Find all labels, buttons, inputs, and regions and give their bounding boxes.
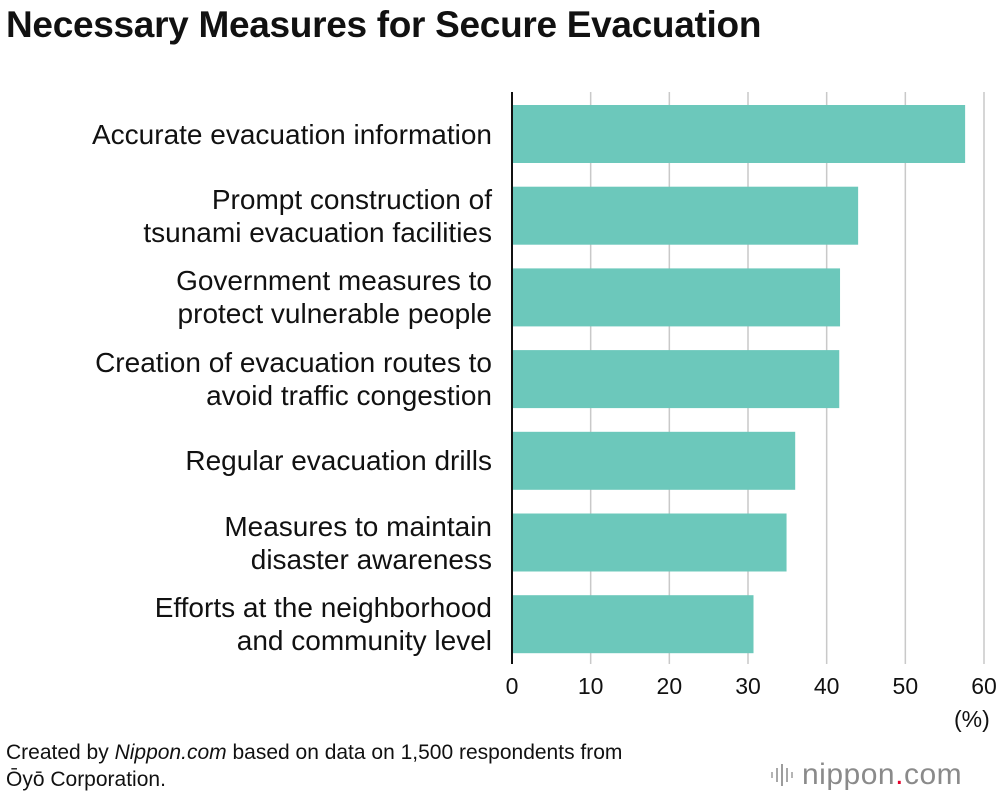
x-axis-unit-label: (%) <box>954 706 990 732</box>
category-label-line: Creation of evacuation routes to <box>95 347 492 379</box>
bar-5 <box>512 431 796 490</box>
logo-wordmark: nippon.com <box>802 758 963 791</box>
category-label-line: protect vulnerable people <box>177 298 492 330</box>
x-tick-label-20: 20 <box>656 673 683 699</box>
category-label-7: Efforts at the neighborhood and community… <box>155 591 492 657</box>
source-note: Created by Nippon.com based on data on 1… <box>6 739 622 793</box>
x-tick-label-50: 50 <box>892 673 919 699</box>
x-tick-label-0: 0 <box>505 673 519 699</box>
category-label-line: Government measures to <box>176 265 492 297</box>
bar-1 <box>512 105 966 163</box>
bar-3 <box>512 268 841 327</box>
category-label-2: Prompt construction of tsunami evacuation… <box>143 183 492 249</box>
chart-title: Necessary Measures for Secure Evacuation <box>6 4 762 45</box>
source-prefix: Created by <box>6 741 115 764</box>
category-label-4: Creation of evacuation routes to avoid tr… <box>95 346 492 412</box>
x-tick-label-60: 60 <box>971 673 997 699</box>
bar-2 <box>512 186 859 245</box>
category-label-6: Measures to maintain disaster awareness <box>224 510 492 576</box>
bar-6 <box>512 513 787 572</box>
category-label-5: Regular evacuation drills <box>185 444 492 477</box>
category-label-line: avoid traffic congestion <box>206 380 492 412</box>
category-label-1: Accurate evacuation information <box>92 118 492 151</box>
category-label-line: tsunami evacuation facilities <box>143 216 492 248</box>
category-label-3: Government measures to protect vulnerable… <box>176 264 492 330</box>
bar-7 <box>512 595 754 654</box>
sound-wave-icon <box>771 764 793 786</box>
category-label-line: Efforts at the neighborhood <box>154 592 492 624</box>
bar-4 <box>512 350 840 409</box>
x-tick-label-40: 40 <box>813 673 840 699</box>
category-label-line: disaster awareness <box>250 543 492 575</box>
x-tick-label-10: 10 <box>577 673 604 699</box>
x-tick-label-30: 30 <box>735 673 761 699</box>
category-label-line: Regular evacuation drills <box>185 445 492 477</box>
category-label-line: and community level <box>236 625 492 657</box>
source-line2: Ōyō Corporation. <box>6 768 166 791</box>
source-publication: Nippon.com <box>114 741 227 764</box>
category-label-line: Prompt construction of <box>211 183 492 215</box>
source-suffix: based on data on 1,500 respondents from <box>226 741 623 764</box>
category-label-line: Accurate evacuation information <box>92 118 492 150</box>
category-label-line: Measures to maintain <box>224 510 492 542</box>
